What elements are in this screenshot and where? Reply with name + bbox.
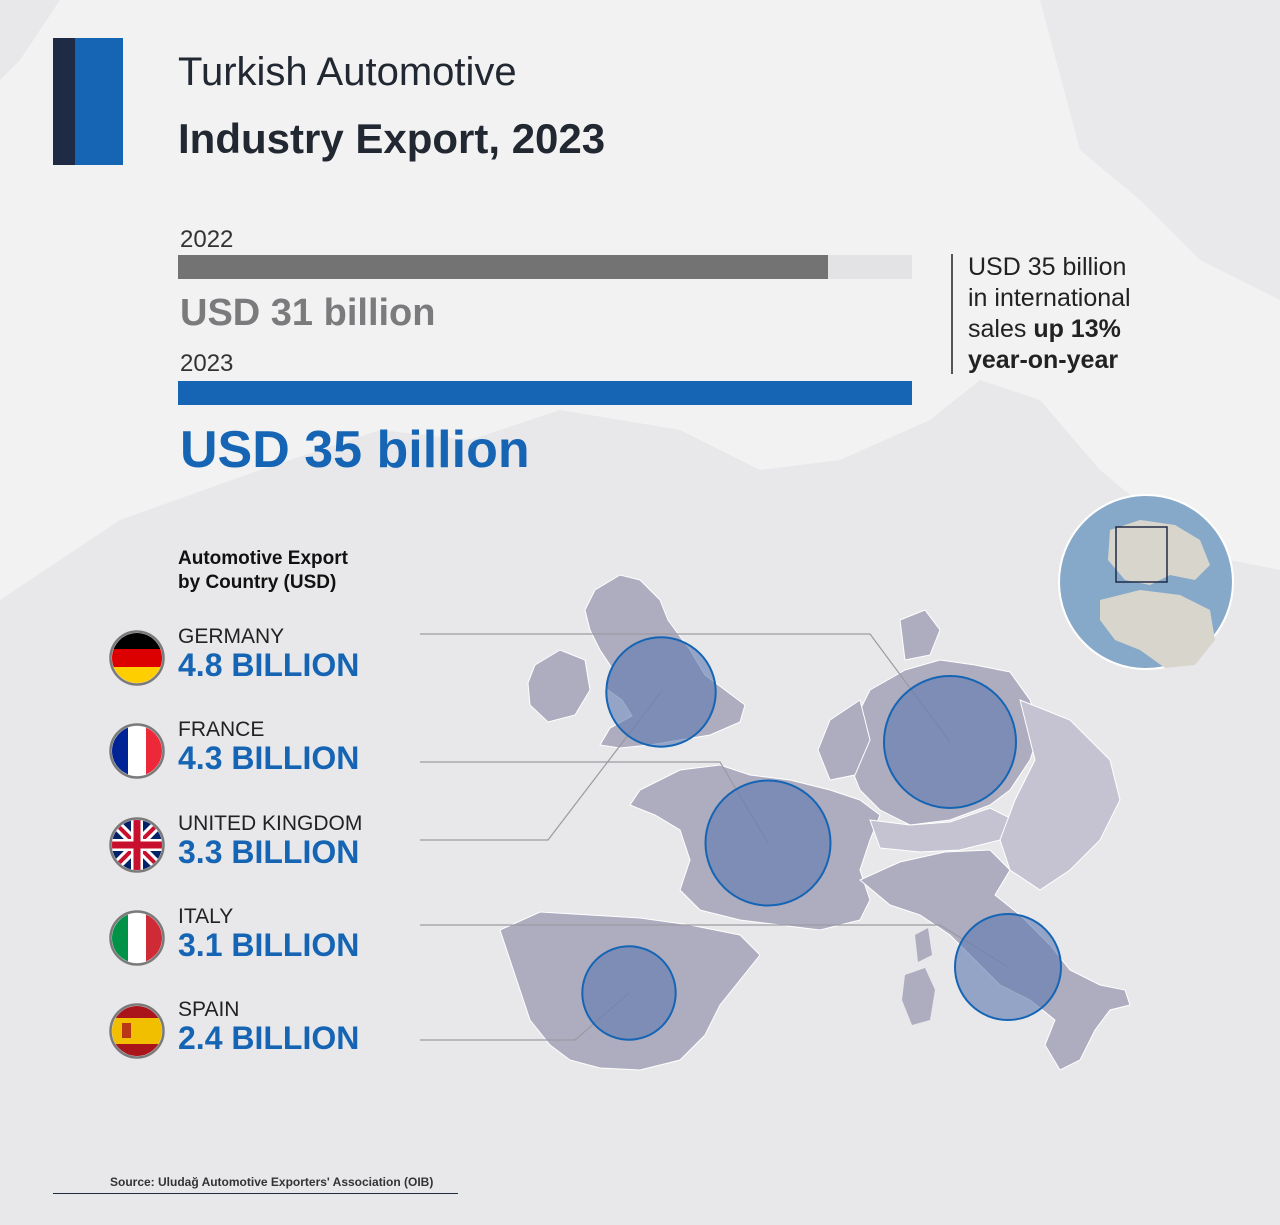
- uk-flag-icon: [109, 817, 165, 873]
- legend-row-uk: UNITED KINGDOM 3.3 BILLION: [108, 812, 428, 882]
- spain-flag-icon: [109, 1003, 165, 1059]
- country-name: FRANCE: [178, 718, 265, 741]
- note-divider: [951, 254, 953, 374]
- note-line4-bold: year-on-year: [968, 346, 1119, 374]
- country-name: GERMANY: [178, 625, 285, 648]
- legend-row-germany: GERMANY 4.8 BILLION: [108, 625, 428, 695]
- note-line1: USD 35 billion: [968, 253, 1127, 281]
- france-flag-icon: [109, 723, 165, 779]
- source-note: Source: Uludağ Automotive Exporters' Ass…: [110, 1175, 434, 1189]
- italy-flag-icon: [109, 910, 165, 966]
- value-2023: USD 35 billion: [180, 421, 530, 479]
- country-value: 4.3 BILLION: [178, 740, 360, 776]
- country-name: ITALY: [178, 905, 234, 928]
- year-2022-label: 2022: [180, 226, 234, 253]
- note-line3: sales up 13%: [968, 314, 1208, 345]
- legend-row-spain: SPAIN 2.4 BILLION: [108, 998, 428, 1068]
- accent-bar-blue: [75, 38, 123, 165]
- page-title-line1: Turkish Automotive: [178, 50, 517, 94]
- growth-note: USD 35 billion in international sales up…: [968, 252, 1208, 376]
- legend-title: Automotive Export by Country (USD): [178, 547, 418, 595]
- bar-2023: [178, 381, 912, 405]
- value-2022: USD 31 billion: [180, 292, 436, 334]
- germany-flag-icon: [109, 630, 165, 686]
- bar-track-2022: [178, 255, 912, 279]
- country-value: 4.8 BILLION: [178, 647, 360, 683]
- bar-2022: [178, 255, 829, 279]
- accent-bar-dark: [53, 38, 75, 165]
- bar-track-2023: [178, 381, 912, 405]
- note-line3-bold: up 13%: [1033, 315, 1121, 343]
- country-name: UNITED KINGDOM: [178, 812, 363, 835]
- source-divider: [53, 1193, 458, 1194]
- page-title-line2: Industry Export, 2023: [178, 115, 606, 162]
- country-name: SPAIN: [178, 998, 240, 1021]
- note-line2: in international: [968, 284, 1131, 312]
- country-value: 3.3 BILLION: [178, 834, 360, 870]
- legend-row-italy: ITALY 3.1 BILLION: [108, 905, 428, 975]
- country-value: 2.4 BILLION: [178, 1020, 360, 1056]
- note-line3-prefix: sales: [968, 315, 1034, 343]
- legend-title-line1: Automotive Export: [178, 548, 348, 569]
- year-2023-label: 2023: [180, 350, 234, 377]
- note-line4: year-on-year: [968, 345, 1208, 376]
- legend-title-line2: by Country (USD): [178, 572, 337, 593]
- legend-row-france: FRANCE 4.3 BILLION: [108, 718, 428, 788]
- country-value: 3.1 BILLION: [178, 927, 360, 963]
